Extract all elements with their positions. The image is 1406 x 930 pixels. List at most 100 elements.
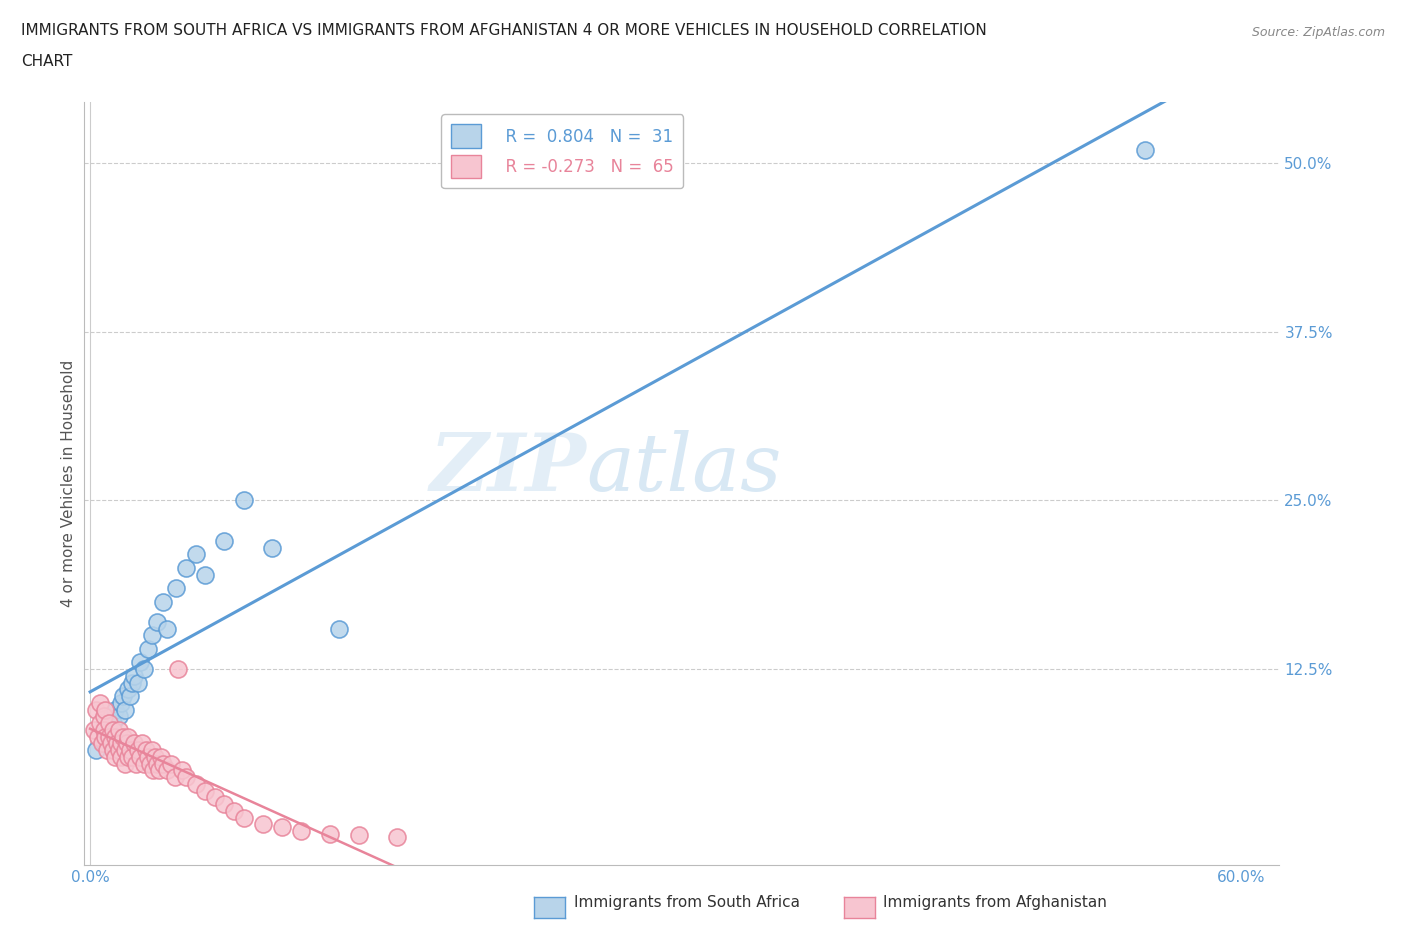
Point	[111, 689, 134, 704]
Point	[94, 702, 117, 717]
Point	[136, 750, 159, 764]
Point	[232, 810, 254, 825]
Y-axis label: 4 or more Vehicles in Household: 4 or more Vehicles in Household	[60, 360, 76, 607]
Point	[174, 561, 197, 576]
Point	[93, 736, 115, 751]
Point	[132, 756, 155, 771]
Point	[290, 824, 312, 839]
Point	[89, 696, 111, 711]
Point	[115, 736, 138, 751]
Point	[83, 723, 105, 737]
Point	[143, 750, 166, 764]
Point	[98, 723, 121, 737]
Point	[156, 763, 179, 777]
Point	[174, 770, 197, 785]
Point	[204, 790, 226, 804]
Point	[271, 819, 294, 834]
Point	[135, 743, 157, 758]
Point	[122, 736, 145, 751]
Point	[90, 736, 112, 751]
Point	[148, 763, 170, 777]
Point	[111, 729, 134, 744]
Point	[146, 756, 169, 771]
Point	[101, 723, 124, 737]
Point	[117, 682, 139, 697]
Point	[152, 756, 174, 771]
Point	[141, 743, 163, 758]
Legend:   R =  0.804   N =  31,   R = -0.273   N =  65: R = 0.804 N = 31, R = -0.273 N = 65	[441, 114, 683, 188]
Point	[114, 756, 136, 771]
Point	[121, 675, 143, 690]
Point	[262, 540, 284, 555]
Point	[87, 729, 110, 744]
Point	[319, 827, 342, 842]
Text: CHART: CHART	[21, 54, 73, 69]
Point	[104, 750, 127, 764]
Point	[105, 736, 128, 751]
Point	[138, 756, 160, 771]
Point	[141, 628, 163, 643]
Point	[222, 804, 245, 818]
Point	[127, 743, 149, 758]
Point	[328, 621, 350, 636]
Point	[232, 493, 254, 508]
Point	[114, 702, 136, 717]
Text: Immigrants from Afghanistan: Immigrants from Afghanistan	[883, 895, 1107, 910]
Point	[101, 743, 124, 758]
Point	[159, 756, 181, 771]
Point	[94, 729, 117, 744]
Point	[347, 828, 370, 843]
Point	[110, 750, 132, 764]
Point	[125, 756, 148, 771]
Point	[165, 580, 187, 595]
Point	[129, 750, 152, 764]
Point	[131, 736, 153, 751]
Point	[172, 763, 194, 777]
Point	[120, 689, 142, 704]
Point	[163, 770, 186, 785]
Point	[84, 702, 107, 717]
Point	[120, 743, 142, 758]
Point	[104, 729, 127, 744]
Point	[117, 729, 139, 744]
Point	[108, 723, 131, 737]
Point	[117, 750, 139, 764]
Point	[96, 729, 118, 744]
Point	[110, 736, 132, 751]
Point	[98, 729, 121, 744]
Point	[136, 642, 159, 657]
Point	[1133, 142, 1156, 157]
Point	[110, 696, 132, 711]
Point	[108, 709, 131, 724]
Point	[252, 817, 274, 831]
Point	[122, 669, 145, 684]
Point	[194, 567, 217, 582]
Text: IMMIGRANTS FROM SOUTH AFRICA VS IMMIGRANTS FROM AFGHANISTAN 4 OR MORE VEHICLES I: IMMIGRANTS FROM SOUTH AFRICA VS IMMIGRAN…	[21, 23, 987, 38]
Point	[114, 743, 136, 758]
Point	[152, 594, 174, 609]
Point	[101, 716, 124, 731]
Point	[104, 702, 127, 717]
Point	[214, 797, 236, 812]
Point	[93, 723, 115, 737]
Point	[184, 547, 207, 562]
Point	[93, 709, 115, 724]
Point	[146, 615, 169, 630]
Text: atlas: atlas	[586, 430, 782, 507]
Point	[167, 662, 190, 677]
Point	[150, 750, 173, 764]
Point	[194, 783, 217, 798]
Point	[96, 743, 118, 758]
Point	[84, 743, 107, 758]
Point	[385, 830, 408, 844]
Point	[184, 777, 207, 791]
Point	[142, 763, 165, 777]
Point	[89, 716, 111, 731]
Text: ZIP: ZIP	[429, 430, 586, 507]
Point	[121, 750, 143, 764]
Text: Immigrants from South Africa: Immigrants from South Africa	[574, 895, 800, 910]
Point	[127, 675, 149, 690]
Point	[100, 736, 122, 751]
Point	[129, 655, 152, 670]
Point	[132, 662, 155, 677]
